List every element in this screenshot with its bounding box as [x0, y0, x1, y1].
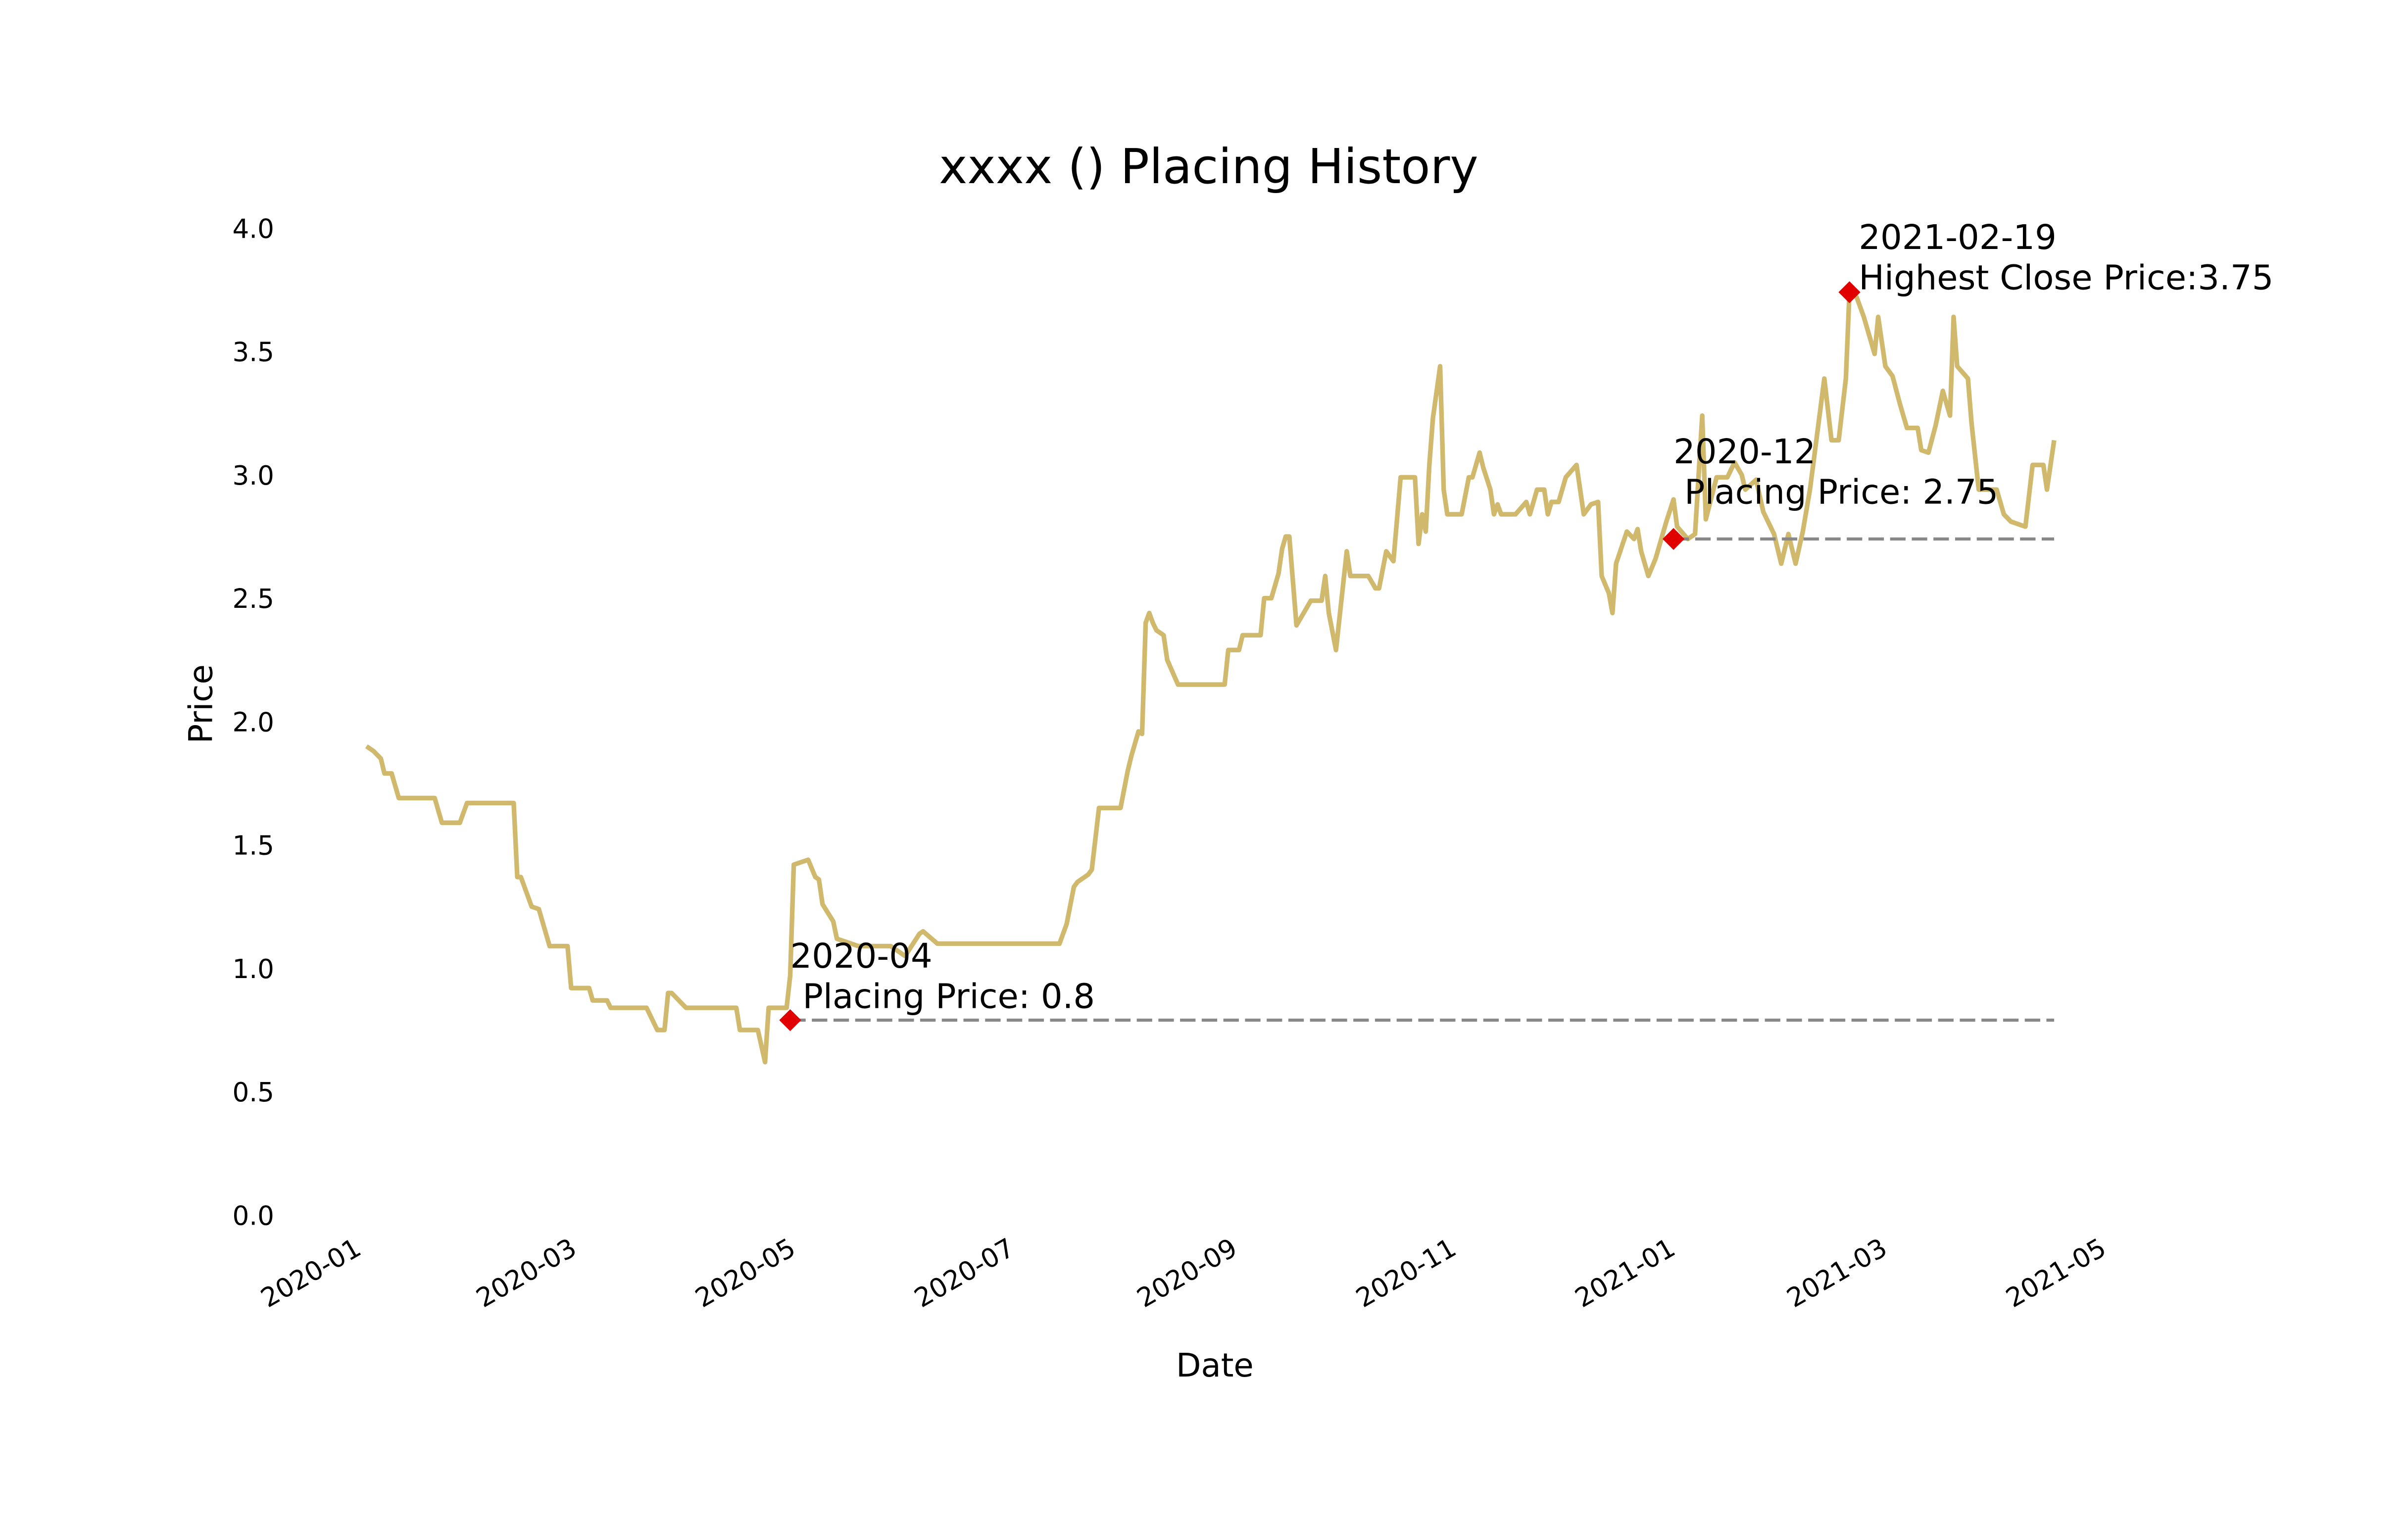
chart-title: xxxx () Placing History: [939, 139, 1478, 195]
annotation-date: 2020-04: [790, 936, 932, 976]
y-tick-label: 0.0: [232, 1201, 274, 1231]
y-tick-label: 2.5: [232, 584, 274, 614]
marker: [1838, 281, 1861, 303]
price-line: [365, 290, 2057, 1065]
annotation-text: Highest Close Price:3.75: [1859, 258, 2273, 297]
y-tick-label: 4.0: [232, 213, 274, 244]
annotation-date: 2021-02-19: [1859, 218, 2057, 257]
x-tick-label: 2021-03: [1782, 1232, 1892, 1314]
x-tick-label: 2020-11: [1351, 1232, 1461, 1314]
marker: [1662, 528, 1685, 550]
y-axis-label: Price: [182, 664, 220, 743]
y-tick-label: 1.5: [232, 831, 274, 861]
x-tick-label: 2021-05: [2001, 1232, 2111, 1314]
y-tick-label: 0.5: [232, 1077, 274, 1108]
x-tick-label: 2020-07: [909, 1232, 1020, 1314]
x-tick-label: 2020-05: [690, 1232, 800, 1314]
annotation-text: Placing Price: 0.8: [802, 977, 1095, 1016]
marker: [779, 1009, 801, 1032]
x-axis-label: Date: [1176, 1347, 1254, 1384]
x-tick-label: 2021-01: [1570, 1232, 1680, 1314]
x-tick-label: 2020-03: [471, 1232, 582, 1314]
y-tick-label: 3.5: [232, 337, 274, 368]
x-tick-label: 2020-09: [1132, 1232, 1242, 1314]
y-tick-label: 2.0: [232, 707, 274, 738]
y-tick-label: 1.0: [232, 954, 274, 985]
annotation-text: Placing Price: 2.75: [1684, 472, 1998, 512]
annotation-date: 2020-12: [1673, 432, 1816, 472]
x-tick-label: 2020-01: [255, 1232, 366, 1314]
y-tick-label: 3.0: [232, 460, 274, 491]
